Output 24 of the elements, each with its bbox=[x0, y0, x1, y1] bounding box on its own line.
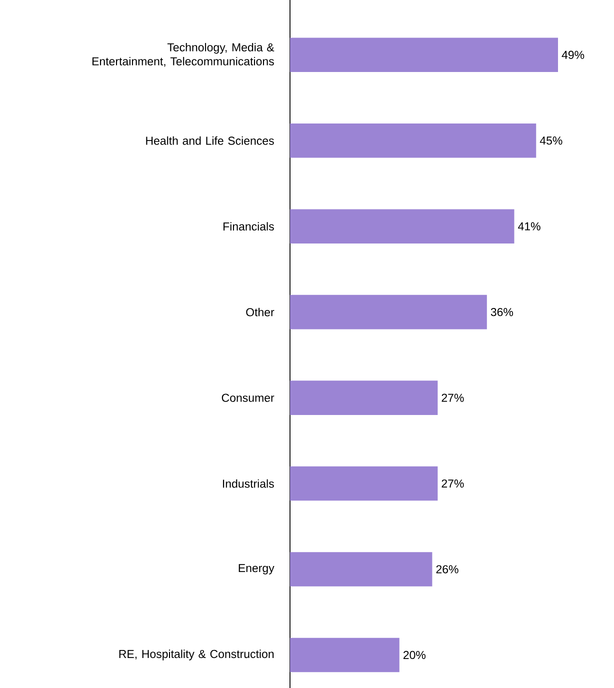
bar bbox=[290, 466, 438, 501]
bar bbox=[290, 123, 536, 158]
y-tick-label: Consumer bbox=[222, 394, 274, 402]
data-label: 27% bbox=[442, 394, 464, 402]
data-label: 41% bbox=[518, 222, 540, 230]
bar bbox=[290, 638, 400, 672]
y-tick-label: Industrials bbox=[223, 479, 274, 488]
y-tick-label: RE, Hospitality & Construction bbox=[119, 650, 274, 660]
bar bbox=[290, 209, 514, 244]
y-tick-label: Health and Life Sciences bbox=[146, 136, 274, 145]
data-label: 45% bbox=[540, 136, 562, 145]
data-label: 26% bbox=[436, 565, 458, 574]
data-label: 36% bbox=[490, 308, 514, 316]
bar bbox=[290, 38, 558, 72]
bar bbox=[290, 294, 487, 330]
data-label: 49% bbox=[562, 50, 584, 59]
bar bbox=[290, 552, 432, 586]
data-label: 20% bbox=[403, 650, 426, 660]
y-tick-label: Energy bbox=[238, 564, 274, 574]
y-tick-label: Technology, Media & Entertainment, Telecommunications bbox=[92, 42, 274, 67]
y-tick-label: Financials bbox=[224, 222, 274, 231]
data-label: 27% bbox=[442, 479, 464, 488]
y-tick-label: Other bbox=[246, 308, 274, 316]
bar bbox=[290, 380, 438, 415]
